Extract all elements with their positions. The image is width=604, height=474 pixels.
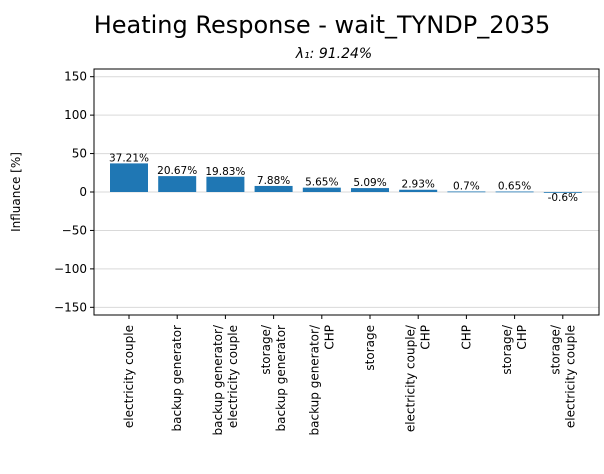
bar-value-label: 7.88% [257, 175, 290, 187]
bar-value-label: 0.65% [498, 181, 531, 193]
bar-value-label: 37.21% [109, 152, 149, 164]
x-tick-label: storage/ [500, 324, 514, 375]
bar-value-label: 5.09% [353, 177, 386, 189]
bar-value-label: 2.93% [402, 179, 435, 191]
y-tick-label: 150 [64, 70, 87, 84]
chart-subtitle: λ₁: 91.24% [295, 46, 372, 62]
bar-value-label: 5.65% [305, 177, 338, 189]
bar-layer [110, 163, 582, 193]
x-tick-label: electricity couple [122, 325, 136, 428]
x-tick-layer: electricity couple backup generator backup… [122, 315, 577, 435]
bar-value-label: 19.83% [205, 166, 245, 178]
bar [351, 188, 389, 192]
y-tick-label: −50 [62, 223, 87, 237]
value-label-layer: 37.21% 20.67% 19.83% 7.88% 5.65% 5.09% 2.93% 0.… [109, 152, 578, 204]
x-tick-label: storage [363, 325, 377, 371]
bar [543, 192, 582, 193]
x-tick-label: backup generator/ [211, 324, 225, 435]
y-axis-label: Influance [%] [9, 152, 23, 232]
bar [158, 176, 197, 192]
x-tick-label: CHP [322, 325, 336, 350]
plot-frame [93, 68, 600, 316]
y-tick-label: −150 [54, 300, 87, 314]
y-tick-label: −100 [54, 262, 87, 276]
x-tick-label: storage/ [259, 324, 273, 375]
x-tick-label: electricity couple [563, 325, 577, 428]
x-tick-label: backup generator/ [307, 324, 321, 435]
bar-value-label: -0.6% [548, 192, 578, 204]
x-tick-label: CHP [515, 325, 529, 350]
x-tick-label: CHP [419, 325, 433, 350]
x-tick-label: electricity couple/ [404, 324, 418, 432]
x-tick-label: CHP [459, 325, 473, 350]
x-tick-label: backup generator [274, 325, 288, 432]
bar [110, 163, 148, 192]
y-tick-label: 100 [64, 108, 87, 122]
bar [302, 187, 341, 192]
bar [254, 185, 293, 192]
bar-value-label: 0.7% [453, 180, 480, 192]
bar [206, 176, 245, 192]
x-tick-label: storage/ [548, 324, 562, 375]
bar [447, 191, 486, 193]
y-tick-label: 50 [72, 147, 87, 161]
x-tick-label: electricity couple [226, 325, 240, 428]
bar [399, 189, 438, 192]
bar-value-label: 20.67% [157, 165, 197, 177]
x-tick-label: backup generator [170, 325, 184, 432]
y-tick-layer: −150 −100 −50 0 50 100 150 [54, 70, 94, 314]
chart-title: Heating Response - wait_TYNDP_2035 [94, 11, 551, 39]
bar [495, 191, 534, 193]
y-tick-label: 0 [79, 185, 87, 199]
